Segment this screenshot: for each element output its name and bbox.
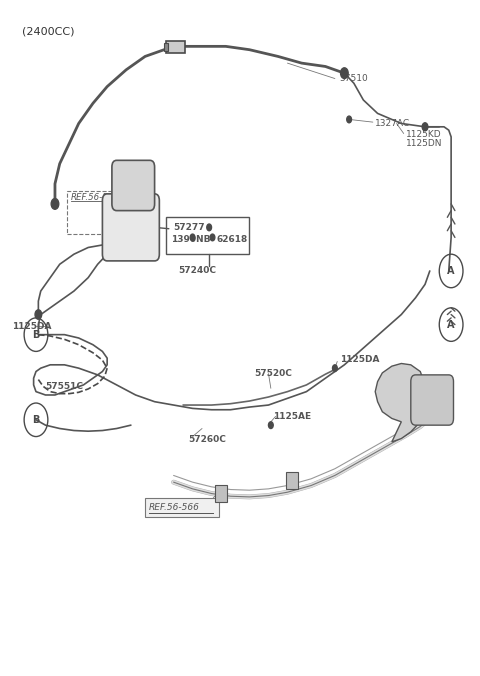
Circle shape: [207, 224, 212, 231]
Text: 57551C: 57551C: [46, 381, 84, 391]
Text: 1125DN: 1125DN: [406, 139, 443, 148]
Text: 1390NB: 1390NB: [171, 235, 211, 244]
Bar: [167, 217, 250, 254]
Circle shape: [333, 365, 337, 372]
Polygon shape: [375, 364, 427, 442]
Circle shape: [347, 116, 351, 123]
Circle shape: [35, 310, 42, 319]
Circle shape: [422, 123, 428, 131]
Bar: [164, 43, 168, 51]
Bar: [145, 498, 219, 517]
Text: 1125KD: 1125KD: [406, 130, 442, 139]
Bar: [167, 41, 185, 53]
Circle shape: [210, 234, 215, 241]
Text: 57510: 57510: [340, 74, 368, 83]
Text: B: B: [32, 330, 40, 339]
Text: 1125DA: 1125DA: [12, 322, 52, 331]
Circle shape: [268, 422, 273, 429]
Text: 57520C: 57520C: [254, 369, 292, 378]
Bar: [216, 485, 227, 502]
Circle shape: [341, 68, 348, 78]
FancyBboxPatch shape: [112, 160, 155, 211]
Text: B: B: [32, 415, 40, 425]
FancyBboxPatch shape: [102, 194, 159, 261]
Text: 57277: 57277: [174, 223, 205, 232]
Text: A: A: [447, 320, 455, 330]
Circle shape: [51, 199, 59, 210]
Bar: [67, 191, 121, 234]
Text: 1125AE: 1125AE: [273, 412, 312, 421]
Text: 57260C: 57260C: [188, 435, 226, 444]
Text: 1327AC: 1327AC: [375, 119, 410, 128]
Text: 57240C: 57240C: [179, 266, 216, 275]
Circle shape: [190, 234, 195, 241]
Text: REF.56-566: REF.56-566: [149, 503, 200, 512]
Text: REF.56-562: REF.56-562: [71, 193, 120, 201]
Text: 62618: 62618: [216, 235, 248, 244]
Text: A: A: [447, 266, 455, 276]
Bar: [287, 472, 298, 489]
FancyBboxPatch shape: [411, 375, 454, 425]
Text: (2400CC): (2400CC): [22, 26, 74, 37]
Text: 1125DA: 1125DA: [340, 355, 379, 364]
